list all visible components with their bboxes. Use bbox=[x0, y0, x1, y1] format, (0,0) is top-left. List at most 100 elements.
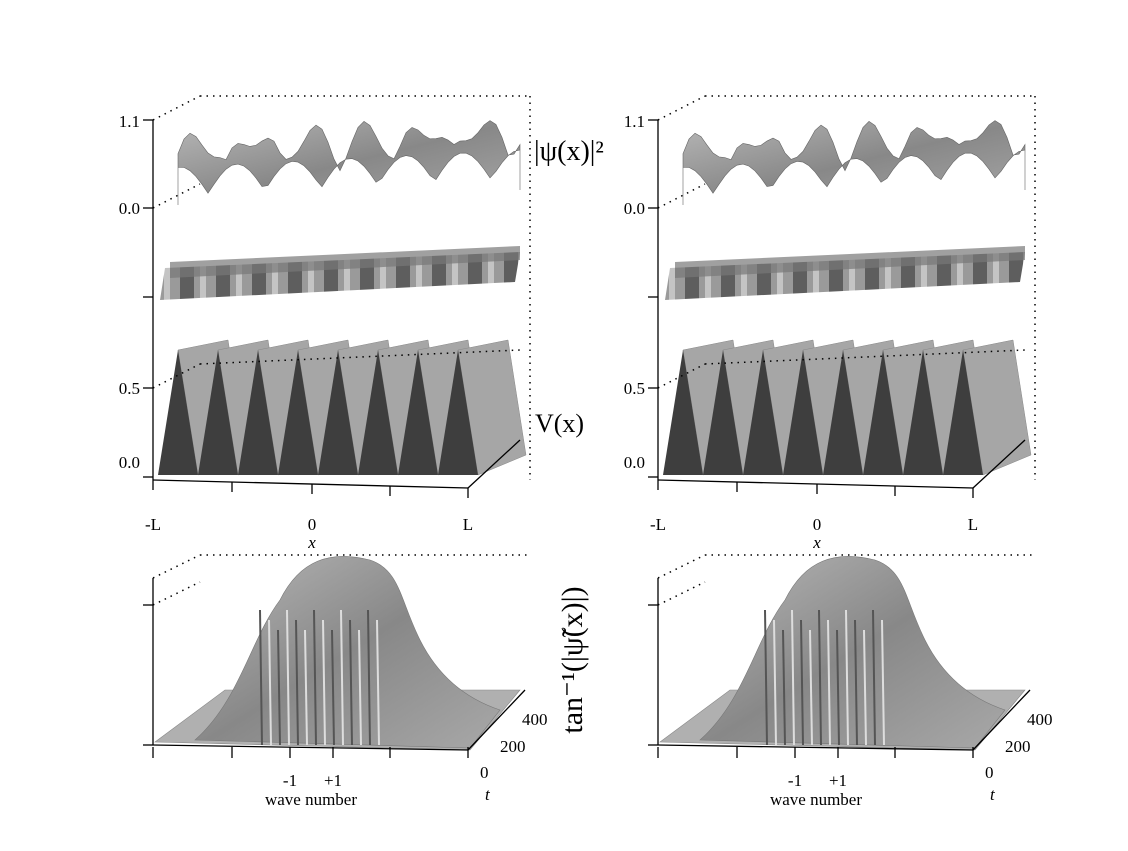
density-band-top bbox=[170, 246, 520, 278]
spectrum-streak bbox=[340, 609, 344, 746]
tick-label: 200 bbox=[1005, 737, 1031, 756]
spectrum-streak bbox=[818, 609, 822, 746]
spectrum-streak bbox=[376, 619, 380, 746]
ridge-front bbox=[358, 350, 398, 475]
axis-line bbox=[152, 744, 469, 751]
spectrum-streak bbox=[809, 629, 813, 746]
tick-label: 0 bbox=[985, 763, 994, 782]
spectrum-streak bbox=[773, 619, 777, 746]
ridge-front bbox=[743, 350, 783, 475]
spectrum-streak bbox=[764, 609, 768, 746]
tick-label: t bbox=[990, 785, 996, 804]
tick-label: 0.5 bbox=[624, 379, 645, 398]
ridge-front bbox=[943, 350, 983, 475]
ridge-front bbox=[158, 350, 198, 475]
tick-label: x bbox=[812, 533, 821, 552]
ridge-front bbox=[903, 350, 943, 475]
psi-surface bbox=[682, 120, 1026, 205]
axis-line bbox=[657, 183, 706, 209]
ridge-front bbox=[198, 350, 238, 475]
axis-line bbox=[657, 581, 706, 606]
spectrum-peak bbox=[699, 556, 1006, 749]
tick-label: 400 bbox=[1027, 710, 1053, 729]
tick-label: wave number bbox=[265, 790, 357, 809]
tick-label: 0 bbox=[813, 515, 822, 534]
tick-label: 1.1 bbox=[119, 112, 140, 131]
spectrum-streak bbox=[349, 619, 353, 746]
ridge-back bbox=[962, 339, 1032, 476]
axis-line bbox=[467, 439, 521, 489]
spectrum-streak bbox=[863, 629, 867, 746]
tick-label: +1 bbox=[324, 771, 342, 790]
axis-line bbox=[657, 554, 706, 579]
axis-line bbox=[657, 744, 974, 751]
ridge-front bbox=[663, 350, 703, 475]
tick-label: 400 bbox=[522, 710, 548, 729]
tick-label: 0.0 bbox=[119, 199, 140, 218]
ridge-front bbox=[278, 350, 318, 475]
tick-label: -1 bbox=[788, 771, 802, 790]
spectrum-streak bbox=[782, 629, 786, 746]
tick-label: 0 bbox=[308, 515, 317, 534]
tick-label: 0.0 bbox=[624, 453, 645, 472]
tick-label: t bbox=[485, 785, 491, 804]
ridge-front bbox=[318, 350, 358, 475]
tick-label: 0.0 bbox=[119, 453, 140, 472]
axis-line bbox=[152, 95, 201, 121]
axis-line bbox=[704, 349, 1026, 365]
spectrum-streak bbox=[791, 609, 795, 746]
tick-label: +1 bbox=[829, 771, 847, 790]
tick-label: 0.0 bbox=[624, 199, 645, 218]
spectrum-streak bbox=[367, 609, 371, 746]
tick-label: L bbox=[968, 515, 978, 534]
spectrum-streak bbox=[313, 609, 317, 746]
axis-line bbox=[152, 554, 201, 579]
spectrum-streak bbox=[358, 629, 362, 746]
axis-line bbox=[152, 479, 469, 489]
tick-label: -1 bbox=[283, 771, 297, 790]
spectrum-streak bbox=[827, 619, 831, 746]
axis-line bbox=[657, 95, 706, 121]
tick-label: wave number bbox=[770, 790, 862, 809]
tick-label: 200 bbox=[500, 737, 526, 756]
spectrum-streak bbox=[322, 619, 326, 746]
tick-label: -L bbox=[650, 515, 666, 534]
axis-line bbox=[657, 479, 974, 489]
spectrum-streak bbox=[304, 629, 308, 746]
axis-line bbox=[657, 363, 706, 389]
axis-line bbox=[152, 581, 201, 606]
spectrum-streak bbox=[286, 609, 290, 746]
spectrum-streak bbox=[277, 629, 281, 746]
ridge-front bbox=[783, 350, 823, 475]
ridge-front bbox=[863, 350, 903, 475]
spectrum-peak bbox=[194, 556, 501, 749]
axis-line bbox=[199, 349, 521, 365]
tick-label: x bbox=[307, 533, 316, 552]
spectrum-streak bbox=[881, 619, 885, 746]
psi-label: |ψ(x)|² bbox=[534, 136, 604, 167]
ridge-front bbox=[398, 350, 438, 475]
spectrum-label: tan⁻¹(|ψ̃(x)|) bbox=[556, 586, 589, 733]
ridge-front bbox=[438, 350, 478, 475]
spectrum-streak bbox=[836, 629, 840, 746]
tick-label: 0 bbox=[480, 763, 489, 782]
spectrum-streak bbox=[295, 619, 299, 746]
spectrum-streak bbox=[331, 629, 335, 746]
spectrum-streak bbox=[854, 619, 858, 746]
axis-line bbox=[467, 689, 526, 751]
psi-surface bbox=[177, 120, 521, 205]
potential-label: V(x) bbox=[535, 409, 584, 438]
spectrum-streak bbox=[800, 619, 804, 746]
axis-line bbox=[972, 439, 1026, 489]
axis-line bbox=[972, 689, 1031, 751]
tick-label: 1.1 bbox=[624, 112, 645, 131]
tick-label: 0.5 bbox=[119, 379, 140, 398]
density-band-top bbox=[675, 246, 1025, 278]
tick-label: -L bbox=[145, 515, 161, 534]
axis-line bbox=[152, 363, 201, 389]
spectrum-streak bbox=[845, 609, 849, 746]
axis-line bbox=[152, 183, 201, 209]
